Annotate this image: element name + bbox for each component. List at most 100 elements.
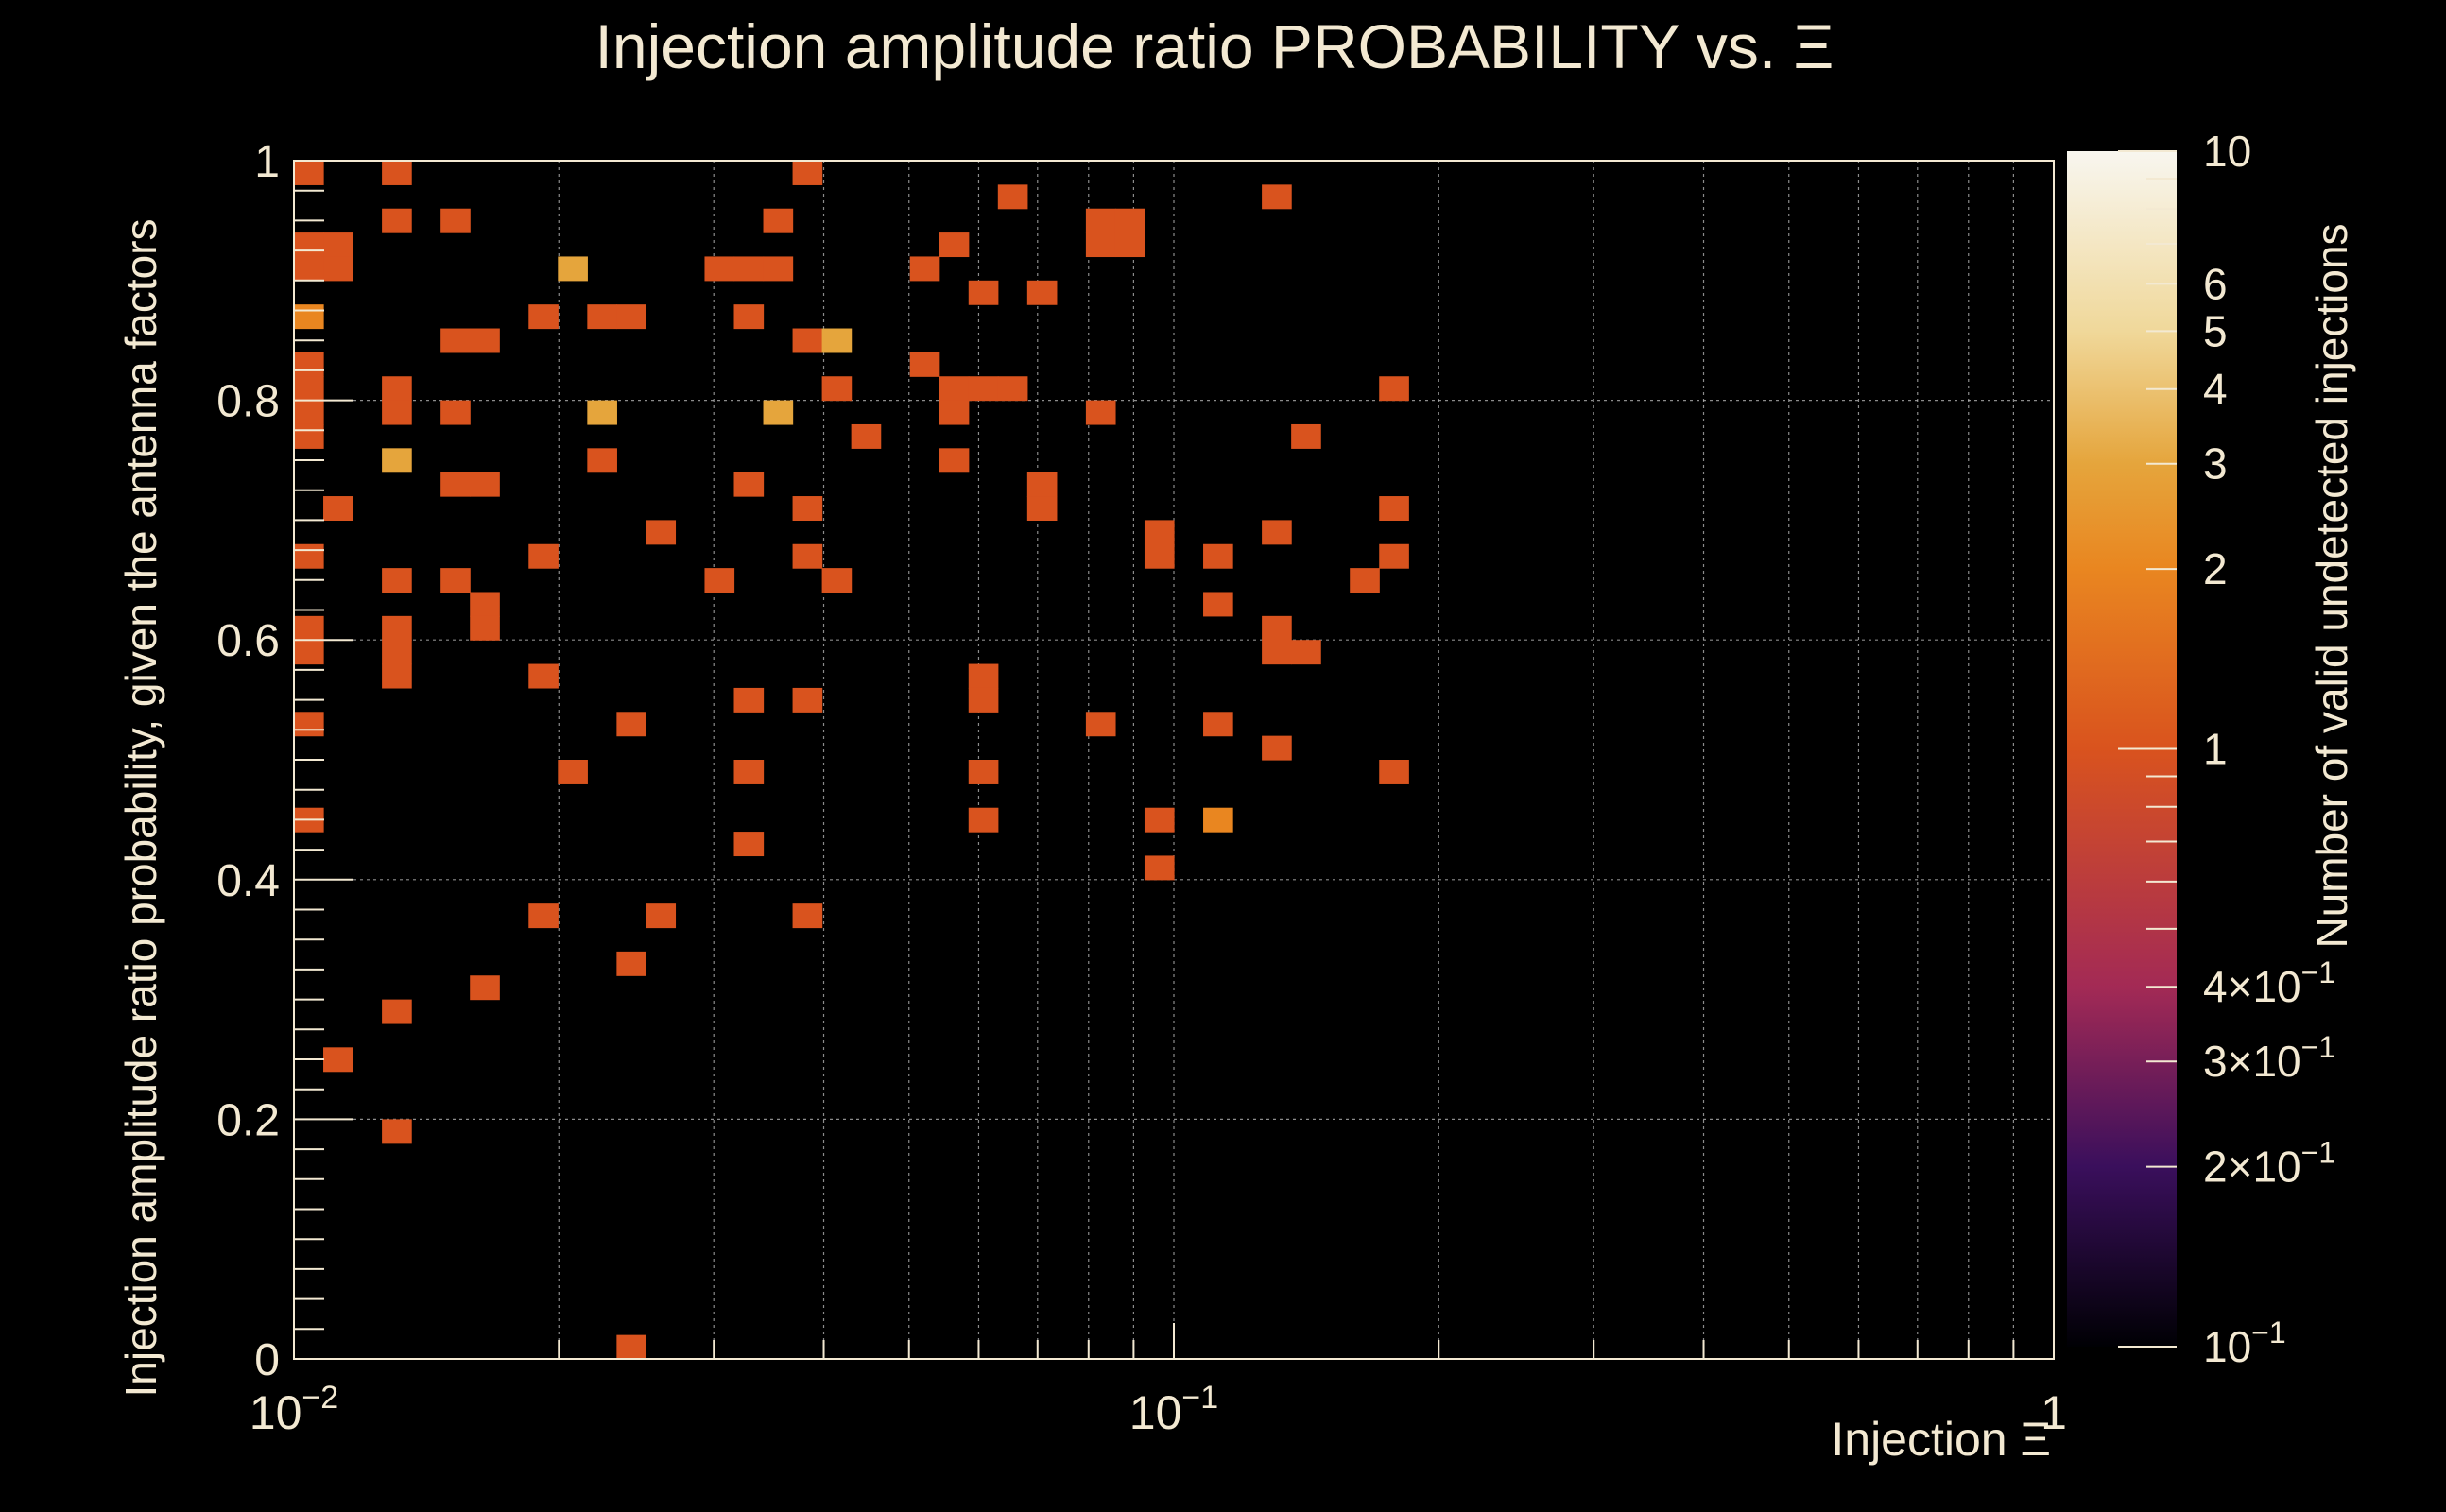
heatmap-cell — [440, 472, 471, 497]
heatmap-cell — [440, 208, 471, 233]
heatmap-cell — [939, 400, 970, 425]
heatmap-cell — [1085, 712, 1116, 737]
heatmap-cell — [646, 520, 677, 545]
heatmap-cell — [440, 328, 471, 353]
x-axis-label: Injection Ξ — [1831, 1413, 2051, 1466]
y-tick-label: 0.2 — [216, 1095, 280, 1145]
heatmap-cell — [382, 663, 412, 689]
heatmap-cell — [733, 472, 765, 497]
heatmap-cell — [587, 304, 617, 330]
heatmap-cell — [440, 400, 471, 425]
colorbar-tick-label: 2 — [2203, 544, 2228, 593]
colorbar-tick-label: 5 — [2203, 306, 2228, 355]
heatmap-cells — [294, 161, 1409, 1360]
heatmap-cell — [763, 400, 794, 425]
x-tick-labels: 10−2 10−1 1 — [250, 1380, 2067, 1439]
heatmap-cell — [616, 951, 646, 976]
heatmap-cell — [1350, 568, 1380, 593]
heatmap-cell — [1114, 232, 1145, 258]
colorbar-tick-label: 10−1 — [2203, 1315, 2286, 1371]
heatmap-cell — [528, 903, 559, 929]
heatmap-cell — [470, 472, 500, 497]
heatmap-cell — [470, 975, 500, 1001]
heatmap-cell — [294, 400, 324, 425]
heatmap-cell — [763, 208, 794, 233]
heatmap-cell — [733, 687, 765, 713]
heatmap-cell — [382, 615, 412, 641]
heatmap-cell — [382, 999, 412, 1024]
heatmap-cell — [792, 687, 823, 713]
heatmap-cell — [1203, 592, 1233, 617]
y-axis-label: Injection amplitude ratio probability, g… — [116, 218, 165, 1397]
heatmap-cell — [763, 256, 794, 282]
heatmap-cell — [323, 1047, 353, 1073]
chart-title: Injection amplitude ratio PROBABILITY vs… — [595, 11, 1834, 81]
heatmap-cell — [1114, 208, 1145, 233]
heatmap-cell — [323, 496, 353, 521]
y-tick-labels: 0 0.2 0.4 0.6 0.8 1 — [216, 137, 280, 1385]
heatmap-cell — [1144, 807, 1175, 833]
heatmap-cell — [294, 640, 324, 665]
heatmap-cell — [968, 280, 999, 305]
heatmap-cell — [821, 328, 853, 353]
heatmap-cell — [1026, 496, 1058, 521]
heatmap-cell — [968, 760, 999, 784]
heatmap-cell — [939, 376, 970, 402]
heatmap-cell — [1262, 184, 1292, 210]
heatmap-cell — [1291, 640, 1321, 665]
heatmap-cell — [997, 376, 1028, 402]
heatmap-cell — [909, 352, 940, 377]
heatmap-cell — [294, 161, 324, 185]
heatmap-cell — [294, 232, 324, 258]
heatmap-cell — [587, 448, 617, 473]
heatmap-cell — [528, 663, 559, 689]
heatmap-cell — [382, 568, 412, 593]
heatmap-cell — [1262, 640, 1292, 665]
heatmap-cell — [616, 304, 646, 330]
heatmap-cell — [1144, 543, 1175, 569]
heatmap-cell — [733, 832, 765, 857]
heatmap-cell — [1203, 807, 1233, 833]
colorbar-tick-label: 3 — [2203, 439, 2228, 489]
heatmap-cell — [470, 592, 500, 617]
heatmap-cell — [646, 903, 677, 929]
heatmap-cell — [1203, 543, 1233, 569]
heatmap-cell — [939, 448, 970, 473]
heatmap-cell — [1026, 280, 1058, 305]
heatmap-cell — [821, 376, 853, 402]
heatmap-cell — [939, 232, 970, 258]
heatmap-cell — [1144, 520, 1175, 545]
heatmap-cell — [323, 256, 353, 282]
heatmap-cell — [558, 256, 588, 282]
colorbar-tick-label: 2×10−1 — [2203, 1136, 2335, 1192]
colorbar-tick-label: 3×10−1 — [2203, 1030, 2335, 1086]
heatmap-cell — [616, 712, 646, 737]
heatmap-cell — [558, 760, 588, 784]
heatmap-cell — [1026, 472, 1058, 497]
heatmap-cell — [704, 256, 735, 282]
heatmap-cell — [294, 256, 324, 282]
y-tick-label: 0.8 — [216, 377, 280, 427]
y-tick-label: 0.4 — [216, 856, 280, 906]
heatmap-cell — [382, 208, 412, 233]
heatmap-cell — [1262, 615, 1292, 641]
heatmap-cell — [1203, 712, 1233, 737]
heatmap-cell — [470, 615, 500, 641]
axis-ticks — [293, 160, 2055, 1360]
heatmap-cell — [382, 376, 412, 402]
heatmap-cell — [851, 423, 882, 449]
colorbar-tick-labels: 10 65 4 3 2 1 4×10−1 3×10−1 2×10−1 10−1 — [2203, 127, 2335, 1371]
heatmap-cell — [470, 328, 500, 353]
heatmap-cell — [294, 304, 324, 330]
heatmap-cell — [792, 543, 823, 569]
heatmap-cell — [733, 256, 765, 282]
heatmap-cell — [382, 640, 412, 665]
heatmap-cell — [382, 1119, 412, 1144]
heatmap-cell — [323, 232, 353, 258]
heatmap-cell — [1291, 423, 1321, 449]
heatmap-cell — [1144, 855, 1175, 881]
heatmap-cell — [821, 568, 853, 593]
x-tick-label: 10−2 — [250, 1380, 338, 1439]
